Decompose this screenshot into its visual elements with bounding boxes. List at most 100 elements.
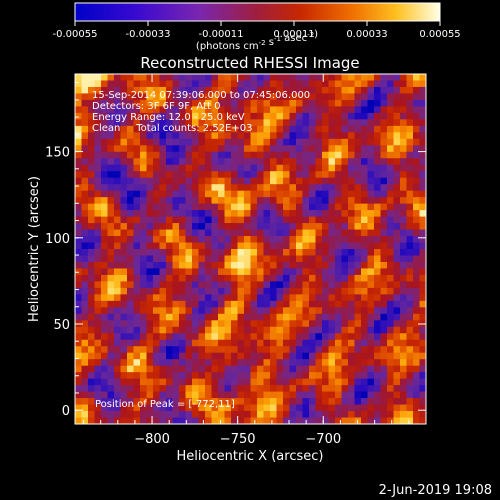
heatmap-cell <box>120 184 128 192</box>
heatmap-cell <box>302 242 310 250</box>
heatmap-cell <box>127 184 134 192</box>
heatmap-cell <box>276 268 284 276</box>
heatmap-cell <box>211 398 219 406</box>
heatmap-cell <box>140 229 147 237</box>
heatmap-cell <box>172 378 180 386</box>
heatmap-cell <box>400 197 407 205</box>
heatmap-cell <box>224 164 232 172</box>
heatmap-cell <box>94 326 102 334</box>
heatmap-cell <box>335 300 342 308</box>
heatmap-cell <box>270 274 277 282</box>
heatmap-cell <box>159 359 167 367</box>
heatmap-cell <box>179 93 186 101</box>
heatmap-cell <box>315 236 323 244</box>
heatmap-cell <box>192 313 199 321</box>
heatmap-cell <box>179 223 186 231</box>
heatmap-cell <box>315 274 323 282</box>
heatmap-cell <box>185 158 193 166</box>
heatmap-cell <box>276 145 284 153</box>
heatmap-cell <box>322 274 329 282</box>
heatmap-cell <box>328 287 336 295</box>
heatmap-cell <box>120 346 128 354</box>
heatmap-cell <box>283 249 290 256</box>
heatmap-cell <box>205 190 212 198</box>
heatmap-cell <box>244 223 251 231</box>
heatmap-cell <box>198 119 206 127</box>
heatmap-cell <box>81 184 89 192</box>
heatmap-cell <box>270 145 277 153</box>
heatmap-cell <box>309 236 316 244</box>
heatmap-cell <box>413 333 420 341</box>
heatmap-cell <box>205 177 212 185</box>
heatmap-cell <box>387 261 394 269</box>
heatmap-cell <box>400 268 407 276</box>
heatmap-cell <box>107 203 115 211</box>
heatmap-cell <box>153 352 160 360</box>
heatmap-cell <box>205 313 212 321</box>
heatmap-cell <box>81 398 89 406</box>
heatmap-cell <box>94 391 102 399</box>
heatmap-cell <box>309 112 316 120</box>
heatmap-cell <box>328 320 336 328</box>
heatmap-cell <box>231 261 238 269</box>
heatmap-cell <box>211 106 219 114</box>
heatmap-cell <box>244 333 251 341</box>
heatmap-cell <box>387 385 394 393</box>
heatmap-cell <box>335 158 342 166</box>
heatmap-cell <box>354 132 362 140</box>
heatmap-cell <box>374 274 381 282</box>
heatmap-cell <box>374 300 381 308</box>
heatmap-cell <box>75 385 82 393</box>
heatmap-cell <box>140 158 147 166</box>
heatmap-cell <box>218 287 225 295</box>
heatmap-cell <box>309 223 316 231</box>
heatmap-cell <box>218 80 225 88</box>
heatmap-cell <box>218 236 225 244</box>
heatmap-cell <box>387 236 394 244</box>
heatmap-cell <box>120 223 128 231</box>
heatmap-cell <box>81 145 89 153</box>
heatmap-cell <box>146 203 154 211</box>
heatmap-cell <box>88 112 95 120</box>
heatmap-cell <box>413 339 420 347</box>
heatmap-cell <box>328 171 336 179</box>
heatmap-cell <box>218 268 225 276</box>
heatmap-cell <box>387 93 394 101</box>
heatmap-cell <box>211 255 219 263</box>
heatmap-cell <box>101 236 108 244</box>
heatmap-cell <box>309 287 316 295</box>
heatmap-cell <box>309 158 316 166</box>
heatmap-cell <box>244 261 251 269</box>
colorbar-ticks: -0.00055 -0.00033 -0.00011 0.00011 0.00033 0.… <box>53 21 461 40</box>
heatmap-cell <box>75 93 82 101</box>
heatmap-cell <box>302 236 310 244</box>
heatmap-cell <box>406 86 414 94</box>
heatmap-cell <box>166 184 173 192</box>
heatmap-cell <box>192 287 199 295</box>
heatmap-cell <box>94 158 102 166</box>
heatmap-cell <box>354 80 362 88</box>
heatmap-cell <box>237 203 245 211</box>
heatmap-cell <box>205 210 212 218</box>
heatmap-cell <box>120 320 128 328</box>
heatmap-cell <box>211 339 219 347</box>
heatmap-cell <box>237 313 245 321</box>
heatmap-cell <box>218 320 225 328</box>
heatmap-cell <box>198 216 206 224</box>
heatmap-cell <box>263 106 271 114</box>
heatmap-cell <box>107 372 115 380</box>
heatmap-cell <box>211 281 219 289</box>
heatmap-cell <box>302 158 310 166</box>
heatmap-cell <box>94 333 102 341</box>
heatmap-cell <box>400 106 407 114</box>
heatmap-cell <box>400 307 407 315</box>
heatmap-cell <box>387 223 394 231</box>
heatmap-cell <box>276 326 284 334</box>
heatmap-cell <box>289 223 297 231</box>
heatmap-cell <box>348 132 355 140</box>
heatmap-cell <box>146 158 154 166</box>
heatmap-cell <box>107 255 115 263</box>
heatmap-cell <box>309 249 316 256</box>
heatmap-cell <box>88 391 95 399</box>
heatmap-cell <box>400 236 407 244</box>
